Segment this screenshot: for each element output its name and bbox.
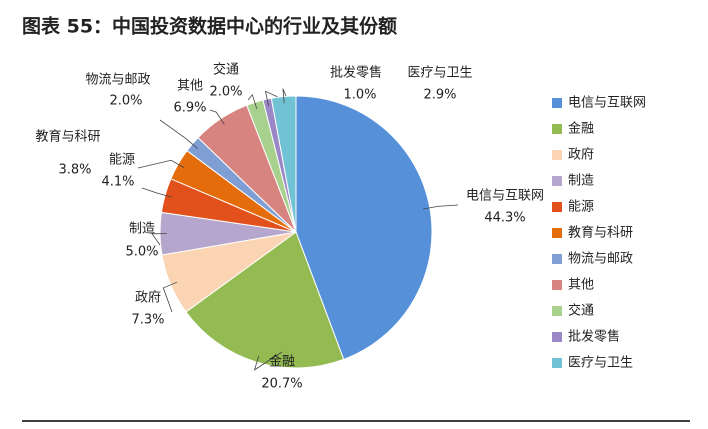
leader-line (282, 88, 287, 104)
legend-swatch (552, 124, 562, 134)
legend-swatch (552, 176, 562, 186)
leader-line (151, 233, 167, 246)
leader-line (264, 90, 281, 106)
legend-label: 批发零售 (568, 329, 620, 345)
slice-value: 44.3% (484, 211, 525, 226)
slice-name: 批发零售 (330, 65, 382, 81)
leader-line (247, 93, 258, 109)
leader-line (137, 159, 185, 169)
legend-swatch (552, 150, 562, 160)
legend-swatch (552, 332, 562, 342)
legend-swatch (552, 280, 562, 290)
leader-line (159, 119, 198, 149)
slice-name: 物流与邮政 (85, 73, 150, 88)
legend-label: 政府 (568, 148, 594, 163)
slice-value: 2.9% (423, 88, 456, 103)
chart-title: 图表 55：中国投资数据中心的行业及其份额 (22, 15, 397, 38)
legend-label: 电信与互联网 (568, 96, 646, 111)
slice-value: 4.1% (101, 175, 134, 190)
slice-value: 2.0% (209, 85, 242, 100)
legend-label: 交通 (568, 303, 594, 319)
slice-name: 其他 (177, 79, 203, 94)
legend-label: 物流与邮政 (568, 252, 633, 267)
slice-value: 1.0% (343, 88, 376, 103)
leader-line (141, 187, 172, 198)
legend-label: 教育与科研 (568, 225, 633, 241)
legend-label: 金融 (568, 121, 594, 137)
legend-swatch (552, 202, 562, 212)
slice-name: 医疗与卫生 (407, 66, 472, 81)
slice-value: 2.0% (109, 94, 142, 109)
legend-swatch (552, 254, 562, 264)
legend-label: 能源 (568, 200, 594, 215)
slice-name: 教育与科研 (35, 129, 100, 145)
slice-name: 电信与互联网 (466, 189, 544, 204)
leader-line (209, 109, 225, 125)
legend-swatch (552, 306, 562, 316)
slice-value: 20.7% (261, 377, 302, 392)
slice-value: 3.8% (58, 163, 91, 178)
leader-line (162, 281, 178, 313)
slice-name: 制造 (129, 222, 155, 237)
legend-swatch (552, 358, 562, 368)
legend-label: 制造 (568, 174, 594, 189)
legend-label: 其他 (568, 278, 594, 293)
leader-line (253, 351, 283, 371)
leader-line (423, 204, 459, 210)
slice-name: 金融 (269, 354, 295, 370)
slice-name: 政府 (135, 291, 161, 306)
legend-swatch (552, 98, 562, 108)
slice-name: 交通 (213, 62, 239, 78)
slice-name: 能源 (109, 153, 135, 168)
legend-label: 医疗与卫生 (568, 356, 633, 371)
legend-swatch (552, 228, 562, 238)
slice-value: 5.0% (125, 245, 158, 260)
slice-value: 6.9% (173, 101, 206, 116)
slice-value: 7.3% (131, 313, 164, 328)
